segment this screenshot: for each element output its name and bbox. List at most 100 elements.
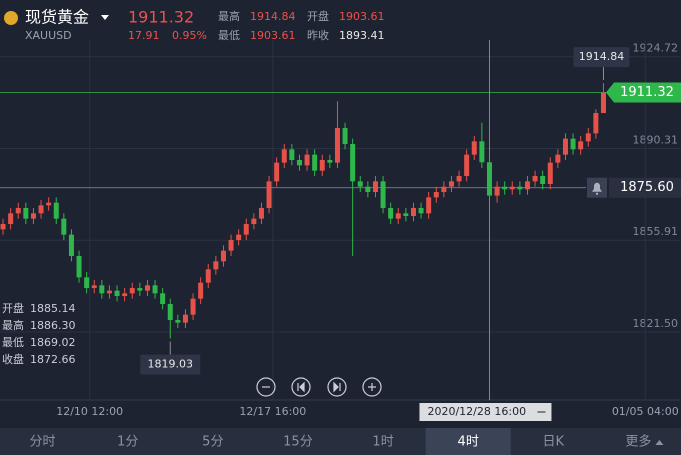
candle-body xyxy=(296,160,302,166)
max-label: 1914.84 xyxy=(579,50,625,63)
candle-body xyxy=(91,285,97,288)
stat-value: 1903.61 xyxy=(250,29,296,42)
tab-selected-bg xyxy=(425,428,511,455)
candle-body xyxy=(266,181,272,208)
candle-body xyxy=(15,208,21,214)
candle-body xyxy=(167,304,173,320)
zoom-out-button[interactable] xyxy=(256,377,276,397)
tab[interactable]: 15分 xyxy=(283,435,313,450)
stat-label: 昨收 xyxy=(307,28,329,42)
candle-body xyxy=(570,138,576,150)
candle-body xyxy=(106,290,112,294)
instrument-name[interactable]: 现货黄金 xyxy=(25,8,89,27)
tab[interactable]: 5分 xyxy=(202,435,223,450)
zoom-controls xyxy=(256,377,382,397)
candle-body xyxy=(471,141,477,155)
candle-body xyxy=(547,162,553,184)
candle-body xyxy=(509,186,515,190)
candle-body xyxy=(198,282,204,299)
candle-body xyxy=(433,192,439,198)
candle-body xyxy=(388,208,394,219)
x-tick-label: 01/05 04:00 xyxy=(612,405,679,418)
candle-body xyxy=(160,293,166,304)
candle-body xyxy=(350,144,356,182)
candle-body xyxy=(342,128,348,144)
tab[interactable]: 1时 xyxy=(372,435,393,450)
symbol: XAUUSD xyxy=(25,29,72,42)
candle-body xyxy=(365,186,371,192)
last-price-tag xyxy=(606,82,681,103)
crosshair-label: 2020/12/28 16:00 xyxy=(427,405,526,418)
tooltip-value: 1869.02 xyxy=(30,336,76,349)
candle-body xyxy=(441,186,447,192)
tooltip-value: 1886.30 xyxy=(30,319,76,332)
timeframe-tabs: 分时 1分 5分 15分 1时 4时 日K 更多 xyxy=(0,428,681,455)
candle-body xyxy=(38,205,44,214)
price: 1911.32 xyxy=(128,8,194,27)
y-tick-label: 1924.72 xyxy=(633,42,679,55)
icon xyxy=(297,381,305,393)
candle-body xyxy=(137,288,143,291)
candle-body xyxy=(312,154,318,171)
candle-body xyxy=(46,202,52,206)
icon xyxy=(333,381,341,393)
candle-body xyxy=(380,181,386,208)
candle-body xyxy=(334,128,340,163)
stat-value: 1914.84 xyxy=(250,10,296,23)
bell-icon xyxy=(592,182,602,195)
candle-body xyxy=(426,197,432,214)
candle-body xyxy=(99,285,105,294)
scroll-right-button[interactable] xyxy=(327,377,347,397)
max-label-box xyxy=(573,47,630,68)
tooltip-name: 最低 xyxy=(2,336,24,349)
stat-value: 1903.61 xyxy=(339,10,385,23)
candle-body xyxy=(205,269,211,283)
candle-body xyxy=(456,176,462,182)
candle-body xyxy=(289,149,295,160)
min-label-box xyxy=(140,354,201,375)
candle-body xyxy=(410,208,416,216)
candle-body xyxy=(578,141,584,150)
candle-body xyxy=(281,149,287,163)
candle-body xyxy=(540,176,546,184)
tab-bar xyxy=(0,428,681,455)
candle-body xyxy=(251,218,257,224)
candle-body xyxy=(236,234,242,240)
candle-body xyxy=(555,154,561,163)
tab[interactable]: 1分 xyxy=(117,435,138,450)
tab[interactable]: 更多 xyxy=(625,434,651,450)
candle-body xyxy=(372,181,378,192)
y-tick-label: 1821.50 xyxy=(633,317,679,330)
tab[interactable]: 分时 xyxy=(30,435,56,450)
candle-body xyxy=(190,298,196,315)
candle-body xyxy=(84,277,90,288)
candle-body xyxy=(182,314,188,323)
candle-body xyxy=(585,133,591,142)
last-price-label: 1911.32 xyxy=(620,85,674,100)
candle-body xyxy=(418,208,424,214)
tab[interactable]: 4时 xyxy=(458,435,479,450)
candle-body xyxy=(403,213,409,216)
candle-body xyxy=(486,162,492,196)
candle-body xyxy=(517,186,523,190)
tab[interactable]: 日K xyxy=(543,435,565,450)
candle-body xyxy=(274,162,280,182)
zoom-in-button[interactable] xyxy=(362,377,382,397)
tooltip-name: 最高 xyxy=(2,318,24,332)
tooltip-value: 1872.66 xyxy=(30,353,76,366)
tooltip-value: 1885.14 xyxy=(30,302,76,315)
crosshair-label-box xyxy=(419,403,552,421)
candle-body xyxy=(61,218,67,235)
gold-icon xyxy=(4,11,18,25)
alert-price-tag xyxy=(609,177,681,198)
icon xyxy=(368,383,376,391)
scroll-left-button[interactable] xyxy=(291,377,311,397)
change-pct: 0.95% xyxy=(172,29,207,42)
alert-price-label: 1875.60 xyxy=(620,180,674,195)
dropdown-arrow[interactable] xyxy=(101,15,109,20)
candle-body xyxy=(357,181,363,187)
candle-body xyxy=(600,92,606,114)
candle-body xyxy=(23,208,29,219)
x-tick-label: 12/17 16:00 xyxy=(239,405,306,418)
